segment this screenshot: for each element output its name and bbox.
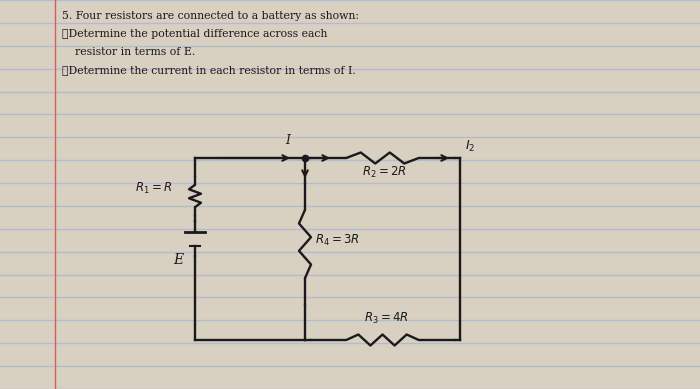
Text: $R_1=R$: $R_1=R$ [135,181,172,196]
Text: ②Determine the current in each resistor in terms of I.: ②Determine the current in each resistor … [62,65,356,75]
Text: E: E [173,253,183,267]
Text: $R_4=3R$: $R_4=3R$ [315,233,359,248]
Text: resistor in terms of E.: resistor in terms of E. [75,47,195,57]
Text: $I_2$: $I_2$ [465,139,475,154]
Text: $R_2=2R$: $R_2=2R$ [363,165,407,180]
Text: 5. Four resistors are connected to a battery as shown:: 5. Four resistors are connected to a bat… [62,11,359,21]
Text: ①Determine the potential difference across each: ①Determine the potential difference acro… [62,29,328,39]
Text: $R_3=4R$: $R_3=4R$ [365,311,409,326]
Text: I: I [285,134,290,147]
